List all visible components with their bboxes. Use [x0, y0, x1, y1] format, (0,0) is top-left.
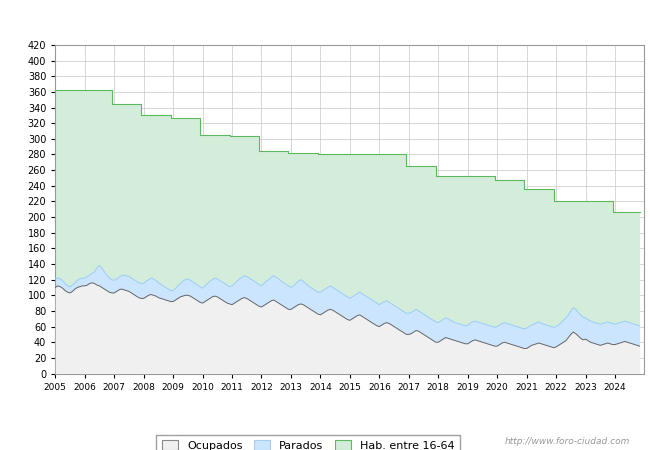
Text: http://www.foro-ciudad.com: http://www.foro-ciudad.com — [505, 436, 630, 446]
Legend: Ocupados, Parados, Hab. entre 16-64: Ocupados, Parados, Hab. entre 16-64 — [156, 435, 460, 450]
Text: foro-ciudad.com: foro-ciudad.com — [209, 234, 489, 263]
Text: Destriana - Evolucion de la poblacion en edad de Trabajar Noviembre de 2024: Destriana - Evolucion de la poblacion en… — [75, 15, 575, 28]
